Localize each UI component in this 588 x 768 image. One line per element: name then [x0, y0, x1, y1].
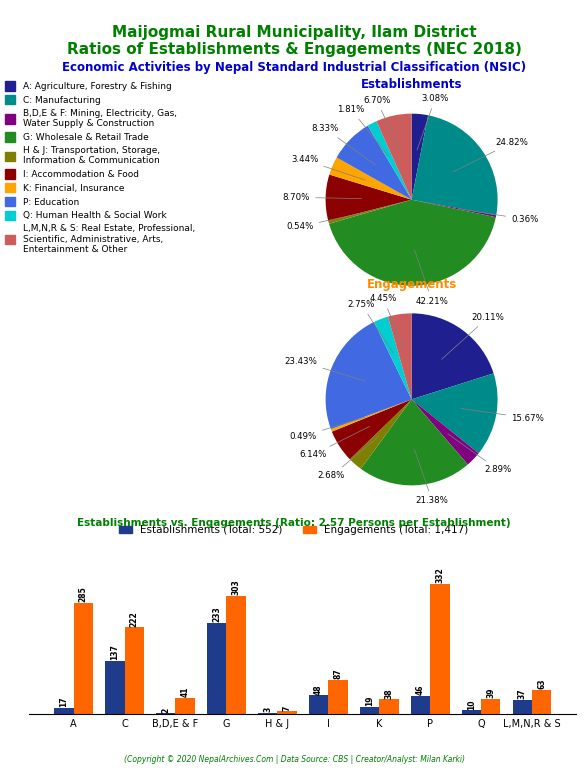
- Text: 303: 303: [232, 579, 240, 595]
- Text: 42.21%: 42.21%: [415, 250, 449, 306]
- Bar: [379, 700, 399, 714]
- Bar: [226, 596, 246, 714]
- Wedge shape: [412, 114, 428, 200]
- Bar: [175, 698, 195, 714]
- Bar: [411, 697, 430, 714]
- Bar: [278, 711, 297, 714]
- Text: 15.67%: 15.67%: [461, 409, 544, 422]
- Text: 8.70%: 8.70%: [283, 193, 362, 202]
- Text: 37: 37: [518, 688, 527, 699]
- Wedge shape: [412, 200, 496, 217]
- Wedge shape: [329, 157, 412, 200]
- Text: 23.43%: 23.43%: [285, 357, 365, 381]
- Text: 2.68%: 2.68%: [318, 437, 379, 481]
- Bar: [105, 660, 125, 714]
- Text: 1.81%: 1.81%: [338, 105, 388, 156]
- Bar: [125, 627, 144, 714]
- Legend: A: Agriculture, Forestry & Fishing, C: Manufacturing, B,D,E & F: Mining, Electri: A: Agriculture, Forestry & Fishing, C: M…: [5, 81, 195, 254]
- Text: 46: 46: [416, 685, 425, 696]
- Text: 233: 233: [212, 607, 221, 622]
- Bar: [481, 699, 500, 714]
- Wedge shape: [329, 200, 496, 286]
- Text: Ratios of Establishments & Engagements (NEC 2018): Ratios of Establishments & Engagements (…: [66, 42, 522, 58]
- Text: 10: 10: [467, 699, 476, 710]
- Wedge shape: [337, 126, 412, 200]
- Title: Establishments: Establishments: [361, 78, 462, 91]
- Text: 19: 19: [365, 696, 374, 706]
- Text: 41: 41: [181, 687, 190, 697]
- Wedge shape: [412, 373, 497, 453]
- Text: 285: 285: [79, 586, 88, 602]
- Wedge shape: [376, 114, 412, 200]
- Wedge shape: [412, 399, 479, 465]
- Text: 20.11%: 20.11%: [442, 313, 505, 359]
- Wedge shape: [326, 322, 412, 429]
- Text: 0.36%: 0.36%: [461, 209, 539, 223]
- Wedge shape: [361, 399, 468, 485]
- Text: 3.08%: 3.08%: [417, 94, 449, 150]
- Text: 87: 87: [333, 669, 342, 680]
- Text: 2: 2: [161, 707, 171, 713]
- Text: Establishments vs. Engagements (Ratio: 2.57 Persons per Establishment): Establishments vs. Engagements (Ratio: 2…: [77, 518, 511, 528]
- Text: 38: 38: [385, 688, 393, 699]
- Text: 332: 332: [435, 568, 445, 584]
- Text: (Copyright © 2020 NepalArchives.Com | Data Source: CBS | Creator/Analyst: Milan : (Copyright © 2020 NepalArchives.Com | Da…: [123, 755, 465, 764]
- Bar: [258, 713, 278, 714]
- Text: 3: 3: [263, 707, 272, 712]
- Text: 7: 7: [282, 705, 292, 710]
- Legend: Establishments (Total: 552), Engagements (Total: 1,417): Establishments (Total: 552), Engagements…: [115, 521, 473, 539]
- Text: 222: 222: [130, 611, 139, 627]
- Text: 4.45%: 4.45%: [370, 294, 404, 350]
- Text: 8.33%: 8.33%: [312, 124, 376, 165]
- Text: Economic Activities by Nepal Standard Industrial Classification (NSIC): Economic Activities by Nepal Standard In…: [62, 61, 526, 74]
- Text: 6.70%: 6.70%: [363, 96, 400, 151]
- Wedge shape: [368, 121, 412, 200]
- Text: 24.82%: 24.82%: [453, 138, 529, 172]
- Wedge shape: [388, 313, 412, 399]
- Text: 48: 48: [314, 684, 323, 695]
- Text: 3.44%: 3.44%: [291, 155, 366, 180]
- Text: 2.89%: 2.89%: [448, 434, 512, 475]
- Bar: [309, 696, 328, 714]
- Text: 17: 17: [59, 696, 68, 707]
- Wedge shape: [326, 174, 412, 221]
- Bar: [74, 603, 93, 714]
- Bar: [513, 700, 532, 714]
- Text: 0.49%: 0.49%: [290, 417, 365, 441]
- Text: 137: 137: [111, 644, 119, 660]
- Text: 2.75%: 2.75%: [348, 300, 393, 353]
- Bar: [430, 584, 449, 714]
- Title: Engagements: Engagements: [366, 278, 457, 290]
- Bar: [156, 713, 175, 714]
- Bar: [532, 690, 552, 714]
- Bar: [328, 680, 348, 714]
- Wedge shape: [374, 316, 412, 399]
- Bar: [207, 623, 226, 714]
- Wedge shape: [328, 200, 412, 223]
- Text: Maijogmai Rural Municipality, Ilam District: Maijogmai Rural Municipality, Ilam Distr…: [112, 25, 476, 40]
- Bar: [360, 707, 379, 714]
- Text: 21.38%: 21.38%: [415, 449, 449, 505]
- Bar: [462, 710, 481, 714]
- Wedge shape: [412, 313, 493, 399]
- Wedge shape: [350, 399, 412, 468]
- Text: 63: 63: [537, 678, 546, 689]
- Text: 6.14%: 6.14%: [299, 426, 369, 459]
- Wedge shape: [412, 115, 497, 215]
- Wedge shape: [332, 399, 412, 459]
- Text: 39: 39: [486, 687, 495, 698]
- Bar: [54, 707, 74, 714]
- Wedge shape: [331, 399, 412, 432]
- Text: 0.54%: 0.54%: [286, 213, 363, 231]
